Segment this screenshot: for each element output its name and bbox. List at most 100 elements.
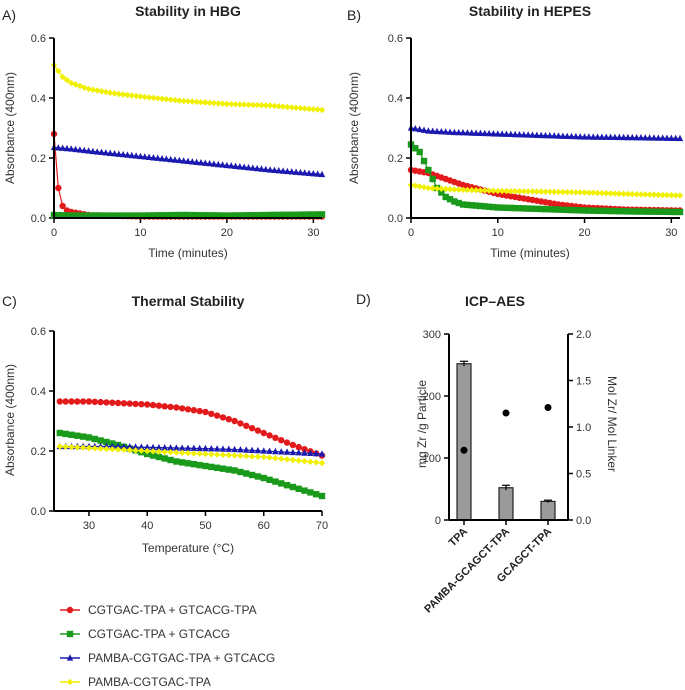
data-point bbox=[416, 148, 423, 156]
panel-a-label: A) bbox=[2, 7, 16, 23]
data-point bbox=[529, 131, 536, 138]
data-point bbox=[520, 131, 528, 138]
data-point bbox=[231, 452, 238, 459]
data-point bbox=[243, 470, 250, 477]
data-point bbox=[115, 150, 123, 157]
data-point bbox=[642, 208, 649, 215]
x-tick-label: 60 bbox=[258, 520, 270, 532]
data-point bbox=[412, 124, 419, 132]
data-point bbox=[646, 208, 653, 215]
data-point bbox=[72, 145, 79, 153]
data-point bbox=[297, 168, 304, 176]
data-point bbox=[568, 206, 575, 214]
data-point bbox=[295, 485, 302, 492]
data-point bbox=[429, 175, 436, 183]
data-point bbox=[275, 166, 282, 174]
data-point bbox=[542, 205, 549, 213]
data-point bbox=[254, 453, 262, 460]
data-point bbox=[161, 403, 168, 410]
legend-label: PAMBA-CGTGAC-TPA + GTCACG bbox=[88, 651, 275, 665]
data-point bbox=[68, 431, 75, 438]
data-point bbox=[180, 97, 187, 105]
x-tick-label: 40 bbox=[141, 520, 153, 532]
data-point bbox=[56, 429, 64, 437]
data-point bbox=[503, 130, 510, 137]
data-point bbox=[594, 189, 601, 197]
data-point bbox=[659, 134, 666, 141]
data-point bbox=[189, 98, 196, 105]
data-point bbox=[91, 445, 98, 452]
data-point bbox=[254, 473, 262, 480]
category-label: PAMBA-GCAGCT-TPA bbox=[422, 526, 512, 616]
data-point bbox=[167, 155, 174, 163]
data-point bbox=[111, 90, 118, 97]
data-point bbox=[206, 159, 213, 167]
data-point bbox=[248, 446, 256, 453]
data-point bbox=[260, 447, 267, 454]
data-point bbox=[429, 127, 436, 134]
data-point bbox=[272, 455, 279, 462]
data-point bbox=[420, 184, 428, 191]
data-point bbox=[176, 211, 183, 219]
data-point bbox=[91, 435, 98, 443]
data-point bbox=[620, 133, 627, 141]
data-point bbox=[603, 207, 610, 215]
data-point bbox=[178, 449, 186, 456]
data-point bbox=[68, 212, 75, 219]
y-tick-label: 100 bbox=[423, 453, 441, 465]
data-point bbox=[141, 93, 148, 101]
data-point bbox=[260, 474, 267, 482]
data-point bbox=[529, 188, 536, 195]
data-point bbox=[520, 205, 528, 212]
data-point bbox=[97, 398, 104, 406]
data-point bbox=[219, 445, 227, 452]
y-tick-label: 300 bbox=[423, 329, 441, 341]
data-point bbox=[109, 442, 116, 450]
data-point bbox=[537, 131, 545, 139]
data-point bbox=[74, 444, 81, 451]
data-point bbox=[144, 443, 151, 450]
data-point bbox=[655, 208, 662, 215]
data-point bbox=[225, 416, 232, 423]
data-point bbox=[468, 186, 475, 194]
data-point bbox=[215, 100, 222, 107]
data-point bbox=[232, 212, 239, 219]
data-point bbox=[173, 444, 180, 451]
data-point bbox=[464, 201, 471, 209]
data-point bbox=[288, 168, 295, 175]
data-point bbox=[154, 212, 161, 219]
secondary-point bbox=[460, 446, 468, 454]
data-point bbox=[546, 132, 554, 139]
data-point bbox=[459, 186, 467, 193]
data-point bbox=[132, 92, 140, 100]
data-point bbox=[459, 201, 467, 208]
data-point bbox=[68, 145, 75, 152]
data-point bbox=[433, 127, 441, 135]
data-point bbox=[184, 406, 192, 413]
data-point bbox=[283, 448, 291, 455]
y2-tick-label: 0.0 bbox=[576, 515, 591, 527]
data-point bbox=[455, 186, 462, 193]
data-point bbox=[420, 157, 428, 165]
data-point bbox=[637, 134, 645, 141]
category-label: TPA bbox=[447, 526, 471, 550]
data-point bbox=[249, 164, 257, 171]
data-point bbox=[68, 443, 75, 451]
data-point bbox=[288, 211, 295, 218]
data-point bbox=[585, 189, 593, 196]
data-point bbox=[237, 452, 244, 459]
data-point bbox=[289, 441, 297, 449]
data-point bbox=[258, 102, 265, 109]
data-point bbox=[646, 134, 653, 141]
data-point bbox=[572, 207, 580, 214]
data-point bbox=[225, 452, 232, 459]
data-point bbox=[72, 81, 79, 88]
data-point bbox=[292, 211, 300, 218]
data-point bbox=[155, 453, 163, 461]
data-point bbox=[301, 169, 308, 176]
data-point bbox=[533, 131, 541, 138]
x-tick-label: 20 bbox=[578, 227, 590, 239]
data-point bbox=[106, 149, 114, 156]
data-point bbox=[314, 170, 321, 177]
data-point bbox=[318, 492, 326, 500]
